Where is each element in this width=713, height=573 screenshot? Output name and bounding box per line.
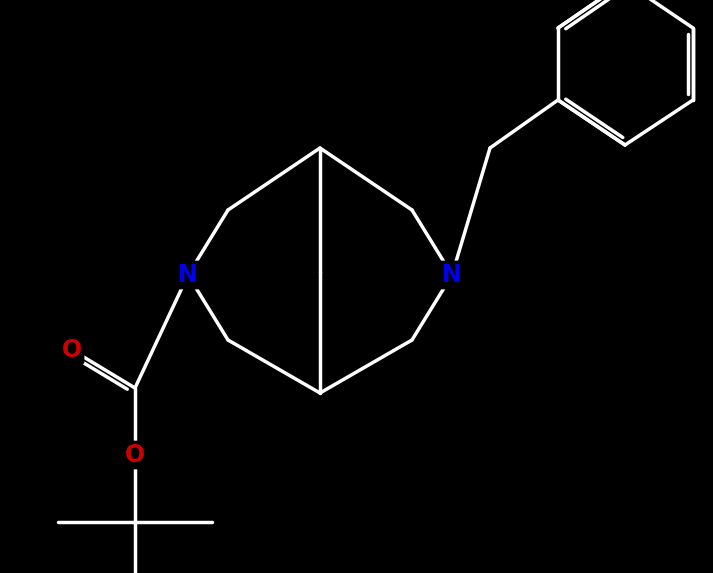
- Text: N: N: [178, 263, 198, 287]
- Text: N: N: [442, 263, 462, 287]
- Text: O: O: [62, 338, 82, 362]
- Text: O: O: [125, 443, 145, 467]
